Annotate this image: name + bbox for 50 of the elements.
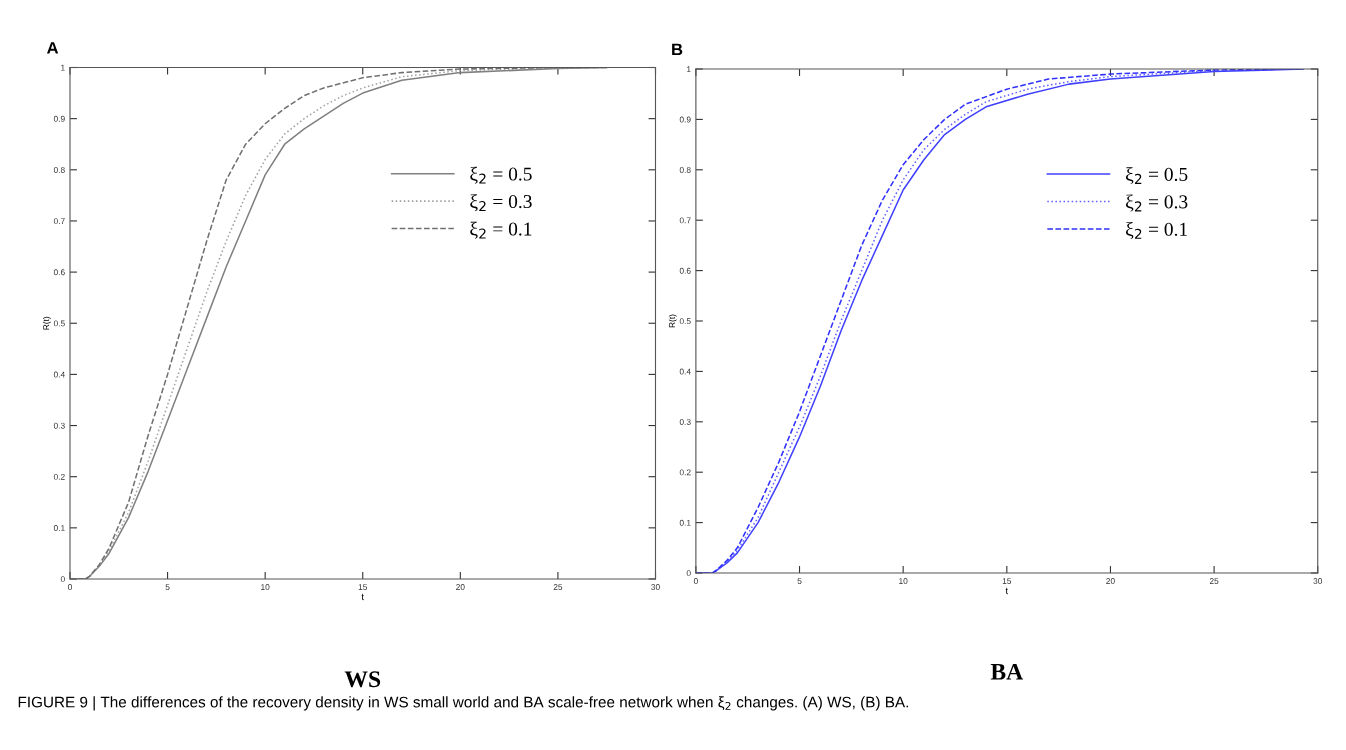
text: WS [344,671,381,688]
x-tick-label: 25 [553,584,563,590]
y-tick-label: 0.1 [679,519,691,526]
x-tick-label: 15 [358,584,368,590]
x-tick-label: 30 [1313,578,1323,584]
y-tick-label: 1 [61,64,65,71]
x-tick-label: 5 [165,584,170,590]
y-tick-label: 0.7 [53,218,65,225]
legend-label: ξ$_{2}$ = 0.1 [1125,222,1187,240]
legend-label: ξ$_{2}$ = 0.3 [1125,194,1188,212]
y-tick-label: 0.3 [53,422,65,429]
legend-label: ξ$_{2}$ = 0.5 [1125,167,1188,185]
chart-title: B [672,43,683,56]
x-tick-label: 20 [1106,578,1115,584]
y-tick-label: 0.8 [679,167,691,173]
x-tick-label: 20 [456,584,465,590]
x-tick-label: 15 [1002,578,1012,584]
x-tick-label: 0 [693,578,698,584]
y-axis-title: R(t) [668,314,677,328]
text: BA [990,663,1024,680]
y-tick-label: 0.5 [53,320,65,327]
x-tick-label: 25 [1209,578,1219,584]
y-tick-label: 1 [687,66,691,73]
legend-label: ξ$_{2}$ = 0.5 [470,166,532,184]
y-tick-label: 0.9 [679,116,691,123]
y-tick-label: 0.5 [679,318,691,325]
y-tick-label: 0 [686,570,691,577]
caption: FIGURE 9 | The differences of the recovery density in WS small world and BA scale-free network when ξ$_{2}$ changes. (A) WS, (B) BA. [18,696,908,711]
y-tick-label: 0.8 [53,167,65,173]
x-tick-label: 30 [651,584,660,590]
y-tick-label: 0.2 [53,473,65,480]
y-tick-label: 0.4 [679,368,691,375]
x-tick-label: 0 [68,584,72,590]
y-tick-label: 0.3 [679,419,691,425]
x-axis-title: t [1005,587,1009,595]
y-tick-label: 0.7 [679,217,691,224]
legend-label: ξ$_{2}$ = 0.1 [470,221,532,239]
chart-title: A [46,42,59,54]
y-tick-label: 0.4 [53,371,65,378]
x-tick-label: 10 [899,578,908,584]
y-tick-label: 0.6 [679,267,691,274]
x-axis-title: t [361,593,365,601]
y-axis-title: R(t) [43,316,51,330]
y-tick-label: 0.1 [53,525,65,531]
y-tick-label: 0.6 [53,269,65,276]
y-tick-label: 0.9 [53,115,65,122]
legend-label: ξ$_{2}$ = 0.3 [470,194,532,212]
x-tick-label: 5 [797,578,802,584]
x-tick-label: 10 [261,584,270,590]
y-tick-label: 0.2 [679,469,691,476]
